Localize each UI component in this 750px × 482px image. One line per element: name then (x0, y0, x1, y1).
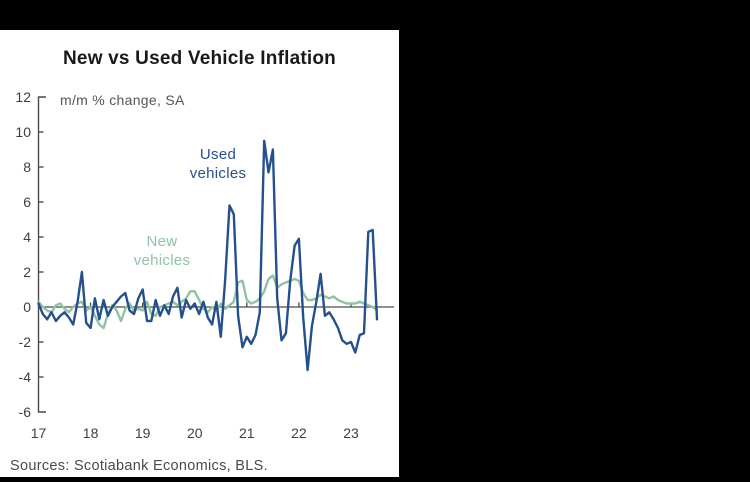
y-tick-label: 8 (23, 159, 31, 175)
new-vehicles-label-line2: vehicles (133, 252, 191, 269)
chart-title: New vs Used Vehicle Inflation (63, 48, 336, 69)
new-vehicles-line (37, 274, 379, 330)
new-vehicles-label-line1: New (146, 233, 178, 250)
y-tick-label: 10 (15, 124, 31, 140)
y-tick-label: 6 (23, 194, 31, 210)
used-vehicles-label-line2: vehicles (189, 165, 247, 182)
x-tick-label: 21 (239, 425, 255, 441)
x-tick-label: 22 (291, 425, 307, 441)
used-vehicles-label: Used vehicles (156, 145, 280, 183)
y-tick-label: 4 (23, 229, 31, 245)
y-tick-label: 2 (23, 264, 31, 280)
used-vehicles-line (37, 139, 379, 372)
sources-text: Sources: Scotiabank Economics, BLS. (10, 458, 268, 474)
chart-panel: New vs Used Vehicle Inflation 12 10 8 6 4 2 0-… (0, 30, 399, 477)
x-tick-label: 19 (135, 425, 151, 441)
y-tick-label: -2 (19, 334, 32, 350)
y-tick-label: -6 (19, 404, 32, 420)
y-tick-label: 12 (15, 89, 31, 105)
x-tick-label: 23 (343, 425, 359, 441)
chart-annotation: m/m % change, SA (60, 92, 185, 108)
y-tick-label: 0 (23, 299, 31, 315)
y-tick-label: -4 (19, 369, 32, 385)
new-vehicles-label: New vehicles (100, 232, 224, 270)
x-tick-label: 20 (187, 425, 203, 441)
used-vehicles-label-line1: Used (199, 146, 237, 163)
y-axis-line (37, 96, 46, 413)
x-tick-label: 18 (83, 425, 99, 441)
x-tick-label: 17 (31, 425, 47, 441)
